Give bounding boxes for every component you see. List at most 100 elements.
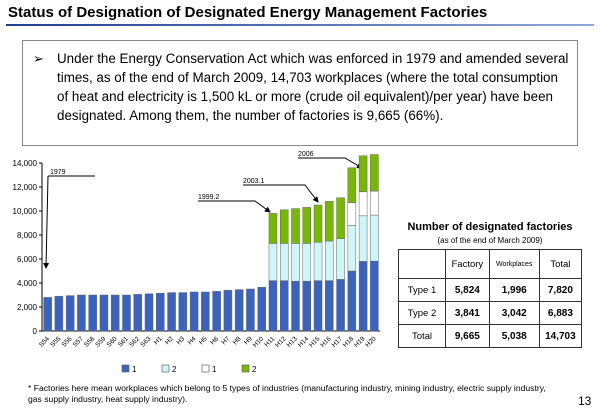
bar-segment: [313, 204, 323, 243]
summary-box: ➢ Under the Energy Conservation Act whic…: [22, 40, 578, 146]
x-tick-label: H17: [331, 335, 345, 349]
x-tick-label: H4: [187, 335, 198, 346]
x-tick-label: H16: [319, 335, 333, 349]
table: Factory Workplaces Total Type 1 5,824 1,99…: [398, 249, 583, 348]
bar-segment: [201, 291, 210, 332]
legend-label: 1: [132, 365, 137, 374]
cell: 7,820: [538, 278, 583, 302]
legend-swatch: [201, 364, 210, 373]
bar-segment: [88, 294, 97, 332]
bar-segment: [313, 280, 323, 332]
annotation-arrow: [298, 157, 363, 169]
bar-segment: [347, 202, 357, 226]
bar-segment: [291, 243, 300, 282]
annotation: 2003.1: [243, 178, 265, 185]
x-tick-label: H3: [175, 335, 186, 346]
bar-segment: [325, 201, 334, 242]
row-header: Type 2: [398, 301, 446, 325]
cell: 6,883: [538, 301, 583, 325]
y-tick-label: 14,000: [13, 159, 38, 168]
y-tick-label: 4,000: [17, 279, 38, 288]
bar-segment: [167, 292, 176, 332]
x-tick-label: H5: [198, 335, 209, 346]
cell: 3,841: [445, 301, 490, 325]
bar-segment: [246, 288, 255, 332]
x-tick-label: S60: [106, 335, 119, 348]
x-tick-label: S58: [83, 335, 96, 348]
x-tick-label: S56: [60, 335, 73, 348]
corner-cell: [398, 249, 446, 279]
y-tick-label: 10,000: [13, 207, 38, 216]
bar-segment: [178, 292, 188, 332]
legend-swatch: [121, 364, 130, 373]
legend-label: 2: [172, 365, 177, 374]
x-tick-label: H10: [252, 335, 266, 349]
y-tick-label: 6,000: [17, 255, 38, 264]
x-tick-label: H14: [297, 335, 311, 349]
legend-swatch: [241, 364, 250, 373]
bar-segment: [189, 291, 199, 332]
x-tick-label: H9: [243, 335, 254, 346]
bar-segment: [291, 280, 300, 332]
legend-swatch: [161, 364, 170, 373]
bar-segment: [110, 294, 120, 332]
x-tick-label: H6: [209, 335, 220, 346]
bar-segment: [358, 155, 368, 193]
bar-segment: [370, 154, 379, 192]
legend-label: 1: [212, 365, 217, 374]
legend-label: 2: [252, 365, 257, 374]
bar-segment: [302, 243, 312, 282]
annotation: 2006: [298, 151, 314, 158]
title: Status of Designation of Designated Ener…: [8, 4, 488, 21]
bar-segment: [325, 280, 334, 332]
table-title: Number of designated factories: [407, 221, 573, 233]
annotation-arrow: [46, 175, 95, 268]
cell: 5,824: [445, 278, 490, 302]
x-tick-label: S61: [117, 335, 130, 348]
bar-segment: [325, 240, 334, 281]
bar-segment: [370, 260, 379, 332]
bar-segment: [223, 289, 233, 332]
bar-segment: [268, 280, 278, 332]
bar-segment: [99, 294, 109, 332]
bar-segment: [302, 207, 312, 244]
bar-segment: [122, 294, 131, 332]
bar-segment: [156, 292, 165, 332]
bar-segment: [347, 270, 357, 332]
bar-segment: [358, 261, 368, 332]
x-tick-label: S59: [94, 335, 107, 348]
x-tick-label: S57: [72, 335, 85, 348]
x-tick-label: S62: [128, 335, 141, 348]
x-tick-label: H19: [353, 335, 367, 349]
bar-segment: [302, 280, 312, 332]
annotation-arrow: [243, 184, 319, 203]
bullet: ➢: [33, 51, 44, 66]
bar-segment: [212, 291, 221, 332]
cell: 3,042: [488, 301, 540, 325]
cell: 1,996: [488, 278, 540, 302]
y-tick-label: 8,000: [17, 231, 38, 240]
table-subtitle: (as of the end of March 2009): [437, 236, 543, 245]
bar-segment: [291, 208, 300, 244]
bar-segment: [347, 167, 357, 203]
bar-segment: [358, 215, 368, 262]
column-header: Factory: [445, 249, 490, 279]
y-tick-label: 2,000: [17, 303, 38, 312]
x-tick-label: H15: [308, 335, 322, 349]
annotation-arrow: [198, 200, 271, 213]
x-tick-label: S55: [49, 335, 62, 348]
bar-segment: [234, 289, 244, 332]
bar-segment: [144, 293, 154, 332]
x-tick-label: H7: [220, 335, 231, 346]
x-tick-label: H18: [342, 335, 356, 349]
bar-segment: [268, 243, 278, 281]
bar-segment: [268, 213, 278, 244]
bar-segment: [279, 209, 289, 244]
annotation: 1999.2: [198, 194, 220, 201]
x-tick-label: H2: [164, 335, 175, 346]
title-rule: [6, 24, 594, 26]
x-tick-label: H13: [286, 335, 300, 349]
bar-segment: [370, 214, 379, 262]
